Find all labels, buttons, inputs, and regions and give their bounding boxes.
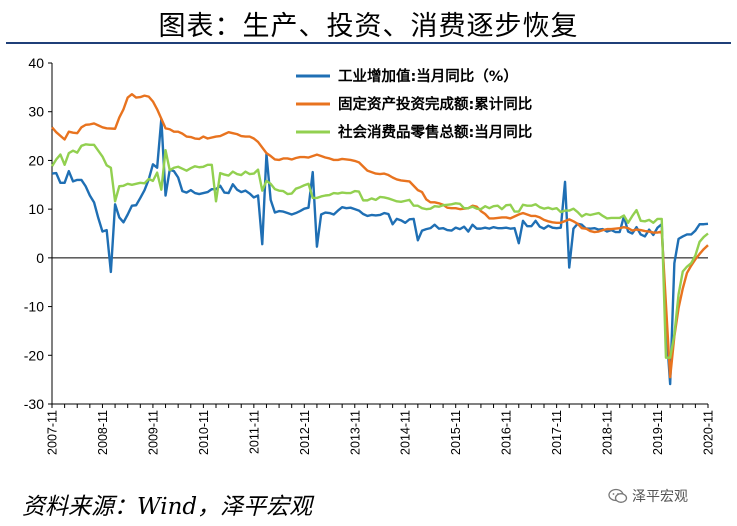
title-divider (6, 42, 731, 44)
series-line-2 (51, 92, 709, 379)
x-tick-label: 2008-11 (96, 410, 110, 455)
x-tick-label: 2010-11 (197, 410, 211, 455)
chart-legend: 工业增加值:当月同比（%） 固定资产投资完成额:累计同比社会消费品零售总额:当月同… (296, 67, 532, 141)
y-tick-label: -10 (24, 299, 44, 315)
x-tick-label: 2015-11 (449, 410, 463, 455)
wechat-icon (608, 488, 628, 503)
x-tick-label: 2012-11 (298, 410, 312, 455)
watermark-label: 泽平宏观 (632, 489, 688, 505)
legend-label-2: 固定资产投资完成额:累计同比 (338, 95, 532, 113)
chart-lines (50, 92, 709, 386)
x-tick-label: 2019-11 (651, 410, 665, 455)
y-tick-label: 40 (28, 55, 44, 71)
y-tick-label: 0 (36, 250, 44, 266)
legend-label-1: 工业增加值:当月同比（%） (338, 67, 518, 85)
y-tick-label: -20 (24, 347, 44, 363)
page-title: 图表：生产、投资、消费逐步恢复 (158, 11, 579, 42)
series-line-3 (50, 143, 709, 359)
x-tick-label: 2018-11 (601, 410, 615, 455)
y-tick-label: 10 (28, 201, 44, 217)
x-tick-label: 2017-11 (550, 410, 564, 455)
watermark: 泽平宏观 (608, 486, 688, 506)
x-tick-label: 2009-11 (146, 410, 160, 455)
legend-label-3: 社会消费品零售总额:当月同比 (337, 123, 532, 141)
x-tick-label: 2014-11 (399, 410, 413, 455)
x-tick-label: 2016-11 (500, 410, 514, 455)
y-tick-label: 30 (28, 104, 44, 120)
series-line-1 (51, 117, 709, 386)
y-tick-label: -30 (24, 396, 44, 412)
source-note: 资料来源：Wind，泽平宏观 (22, 494, 313, 520)
y-tick-label: 20 (28, 152, 44, 168)
chart-axes: -30 -20 -10 0 10 20 30 40 2007-11 2008-11 2009-11 2… (24, 55, 716, 455)
x-tick-label: 2020-11 (702, 410, 716, 455)
x-tick-label: 2013-11 (348, 410, 362, 455)
x-tick-label: 2007-11 (46, 410, 60, 455)
x-tick-label: 2011-11 (247, 410, 261, 454)
